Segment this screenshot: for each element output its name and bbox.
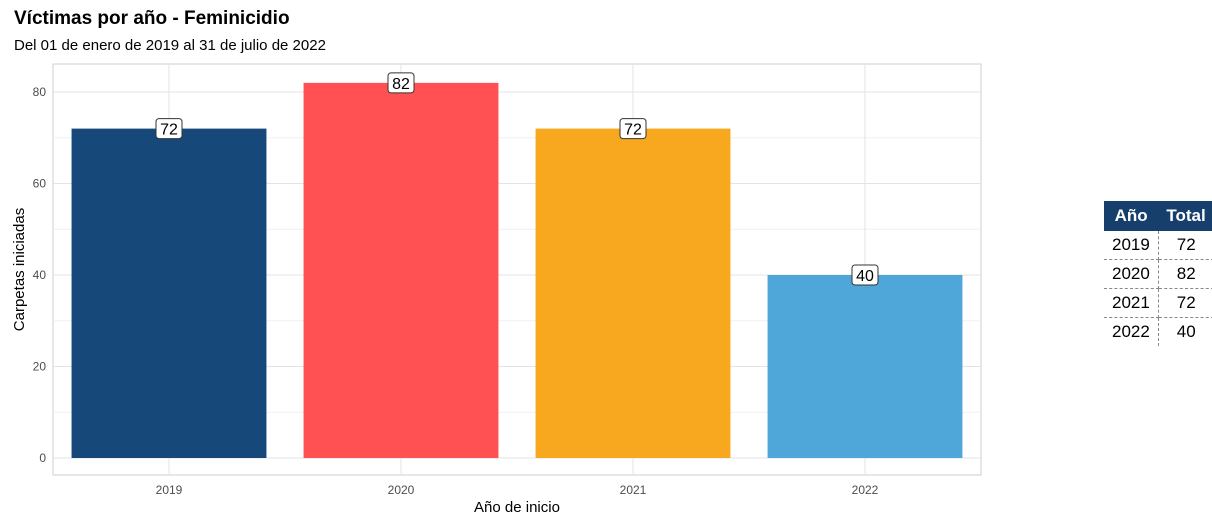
bar xyxy=(535,128,731,458)
y-tick-label: 20 xyxy=(33,360,47,374)
table-row: 2021 72 xyxy=(1104,288,1212,318)
y-axis-title: Carpetas iniciadas xyxy=(11,208,28,331)
table-header-year: Año xyxy=(1104,201,1159,231)
table-cell-total: 82 xyxy=(1158,259,1212,289)
table-row: 2019 72 xyxy=(1104,231,1212,260)
x-tick-label: 2020 xyxy=(388,483,415,497)
table-cell-total: 72 xyxy=(1158,288,1212,318)
table-cell-year: 2022 xyxy=(1104,317,1159,346)
y-tick-label: 60 xyxy=(33,177,47,191)
table-cell-year: 2021 xyxy=(1104,288,1159,318)
table-row: 2020 82 xyxy=(1104,259,1212,289)
chart-title: Víctimas por año - Feminicidio xyxy=(14,8,290,29)
y-tick-label: 40 xyxy=(33,268,47,282)
table-header-total: Total xyxy=(1158,201,1212,231)
bar xyxy=(767,275,963,458)
table-cell-total: 40 xyxy=(1176,322,1196,341)
data-label: 40 xyxy=(856,268,874,285)
data-label: 72 xyxy=(160,122,178,139)
bar xyxy=(303,82,499,458)
table-cell-year: 2019 xyxy=(1104,231,1159,260)
data-label-box xyxy=(619,118,647,140)
data-label-box xyxy=(155,118,183,140)
y-tick-label: 0 xyxy=(39,451,46,465)
table-header-row: Año Total xyxy=(1104,201,1212,231)
x-axis-title: Año de inicio xyxy=(474,499,560,514)
data-label-box xyxy=(387,72,415,94)
x-tick-label: 2022 xyxy=(852,483,879,497)
x-tick-label: 2019 xyxy=(156,483,183,497)
y-tick-label: 80 xyxy=(33,85,47,99)
x-tick-label: 2021 xyxy=(620,483,647,497)
data-label-box xyxy=(851,264,879,286)
table-row: 2022 40 xyxy=(1104,317,1212,346)
summary-table: Año Total 2019 72 2020 82 2021 72 2022 4… xyxy=(1104,201,1212,346)
table-cell-year: 2020 xyxy=(1104,259,1159,289)
bar xyxy=(71,128,267,458)
table-cell-total: 72 xyxy=(1158,231,1212,260)
data-label: 72 xyxy=(624,122,642,139)
data-label: 82 xyxy=(392,76,410,93)
chart-subtitle: Del 01 de enero de 2019 al 31 de julio d… xyxy=(14,37,326,54)
